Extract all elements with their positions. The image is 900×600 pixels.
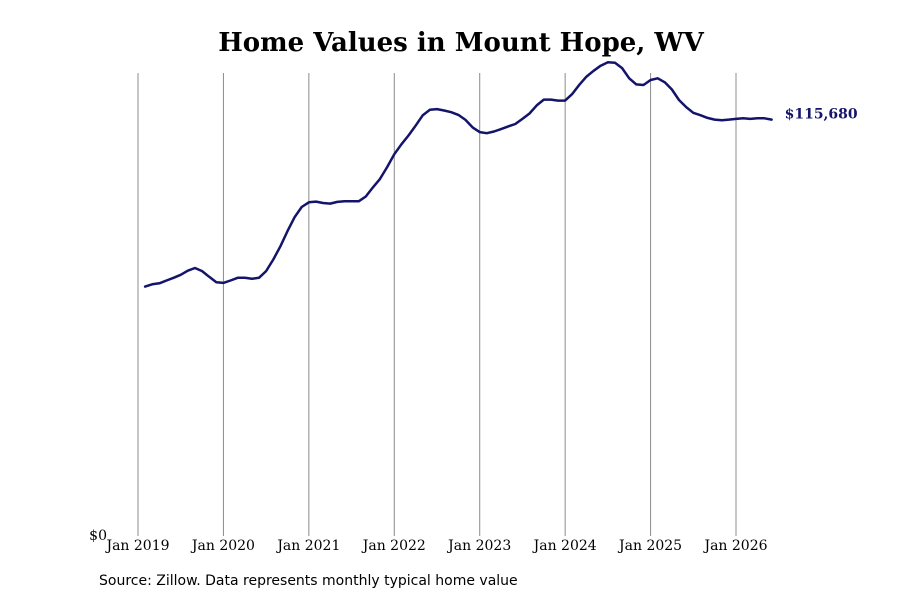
x-tick-label: Jan 2019 [104,538,169,554]
x-tick-label: Jan 2024 [532,538,597,554]
gridlines [137,73,737,536]
x-tick-label: Jan 2020 [190,538,255,554]
x-axis-ticks: Jan 2019 Jan 2020 Jan 2021 Jan 2022 Jan 2023… [104,538,767,554]
series-line [143,61,773,288]
chart-title: Home Values in Mount Hope, WV [218,28,704,58]
series-layer: $115,680 [143,61,858,288]
x-tick-label: Jan 2026 [702,538,767,554]
source-note: Source: Zillow. Data represents monthly … [99,573,518,589]
x-tick-label: Jan 2023 [446,538,511,554]
x-tick-label: Jan 2025 [617,538,682,554]
series-end-label: $115,680 [785,107,858,123]
x-tick-label: Jan 2022 [361,538,426,554]
y-tick-label-zero: $0 [89,528,107,544]
x-tick-label: Jan 2021 [275,538,340,554]
